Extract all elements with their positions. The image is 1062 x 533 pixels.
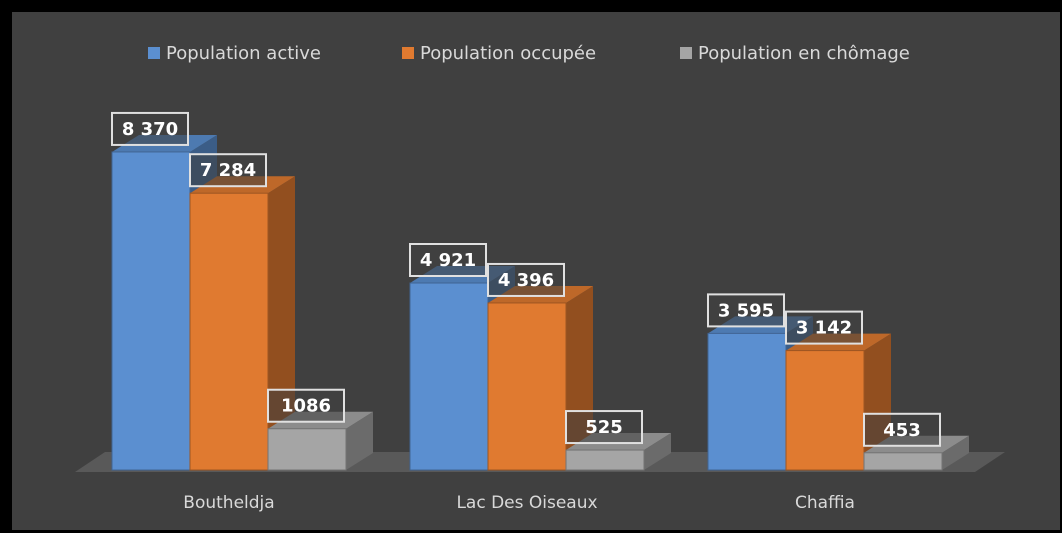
data-label-box	[707, 293, 785, 328]
legend-swatch	[680, 47, 692, 59]
data-label-box	[565, 410, 643, 445]
data-label-box	[863, 412, 941, 447]
data-label: 4 921	[420, 250, 476, 271]
data-label: 3 142	[796, 318, 852, 339]
legend-label: Population occupée	[420, 43, 596, 64]
data-label: 3 595	[718, 300, 774, 321]
legend-swatch	[148, 47, 160, 59]
data-label: 8 370	[122, 119, 178, 140]
bar	[487, 302, 567, 471]
data-label-box	[189, 153, 267, 188]
bar	[863, 452, 943, 471]
bar-side	[942, 435, 969, 470]
data-label-box	[785, 310, 863, 345]
data-label-box	[111, 111, 189, 146]
legend-swatch	[402, 47, 414, 59]
data-label-box	[409, 243, 487, 278]
x-tick-label: Lac Des Oiseaux	[456, 493, 597, 513]
data-label: 453	[883, 420, 921, 441]
data-label-box	[267, 388, 345, 423]
data-label: 7 284	[200, 160, 256, 181]
bar	[189, 192, 269, 471]
legend-label: Population active	[166, 43, 321, 64]
data-label: 4 396	[498, 270, 554, 291]
data-label: 1086	[281, 396, 331, 417]
bar	[565, 449, 645, 471]
data-label: 525	[585, 417, 623, 438]
x-tick-label: Chaffia	[795, 493, 855, 513]
x-tick-label: Boutheldja	[183, 493, 274, 513]
bar	[707, 332, 787, 471]
bar-side	[644, 433, 671, 470]
bar	[785, 350, 865, 471]
bar	[267, 428, 347, 471]
data-label-box	[487, 262, 565, 297]
bar	[409, 282, 489, 471]
bar-side	[346, 411, 373, 470]
legend-label: Population en chômage	[698, 43, 910, 64]
bar	[111, 151, 191, 471]
